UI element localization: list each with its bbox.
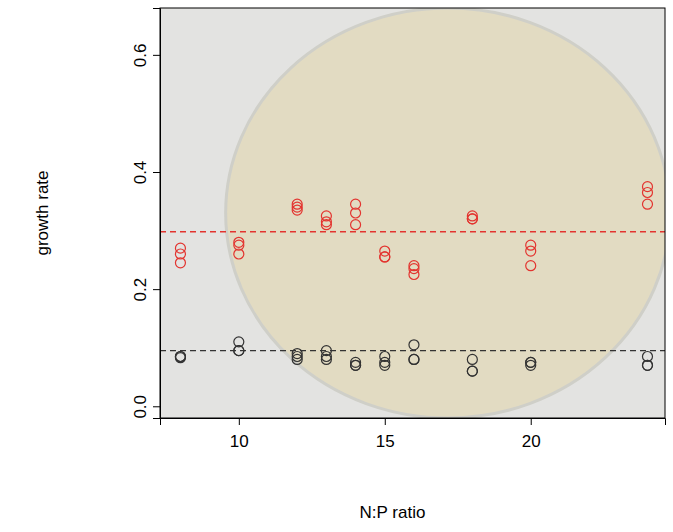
y-tick-label: 0.0 [131,395,150,419]
x-tick-label: 15 [376,432,395,451]
point [526,246,536,256]
x-tick: 20 [522,418,541,451]
y-axis-line [153,9,161,419]
y-tick-label: 0.2 [131,278,150,302]
point [351,360,361,370]
x-tick-mark [531,418,532,425]
point [642,182,652,192]
x-tick: 10 [230,418,249,451]
point [234,346,244,356]
x-tick-mark [239,418,240,425]
y-tick-label: 0.4 [131,161,150,185]
y-tick-label: 0.6 [131,44,150,68]
y-tick: 0.4 [131,161,160,185]
point [526,240,536,250]
x-axis-line [161,419,666,426]
point [409,340,419,350]
cell-image [226,8,665,418]
x-tick-label: 10 [230,432,249,451]
point [234,249,244,259]
plot: 10 15 20 0.0 0.2 0.4 0.6 [131,8,670,451]
point [409,270,419,280]
point [467,366,477,376]
point [526,360,536,370]
x-tick-mark [385,418,386,425]
point [351,208,361,218]
y-tick: 0.6 [131,44,160,68]
y-axis-title: growth rate [33,170,52,255]
point [409,354,419,364]
plot-frame [160,8,665,418]
y-axis: 0.0 0.2 0.4 0.6 [131,9,161,419]
point [467,214,477,224]
background [160,8,665,418]
point [409,264,419,274]
point [380,252,390,262]
point [467,366,477,376]
point [175,258,185,268]
y-tick-mark [153,172,160,173]
point [351,360,361,370]
point [467,214,477,224]
x-tick: 15 [376,418,395,451]
point [292,354,302,364]
y-tick-mark [153,289,160,290]
point [467,354,477,364]
point [526,261,536,271]
point [234,346,244,356]
chart: 10 15 20 0.0 0.2 0.4 0.6 N:P ratio growth rate [0,0,673,532]
point [409,354,419,364]
point [321,220,331,230]
x-axis: 10 15 20 [161,418,666,451]
point [642,199,652,209]
marks [160,182,665,377]
x-tick-label: 20 [522,432,541,451]
point [175,243,185,253]
point [175,353,185,363]
point [642,188,652,198]
point [380,252,390,262]
y-tick-mark [153,55,160,56]
point [642,360,652,370]
point [642,360,652,370]
x-axis-title: N:P ratio [360,503,426,522]
mean-line [160,231,665,232]
point [292,205,302,215]
point [380,360,390,370]
point [321,354,331,364]
y-tick: 0.0 [131,395,160,419]
point [380,246,390,256]
y-tick-mark [153,406,160,407]
y-tick: 0.2 [131,278,160,302]
point [351,220,361,230]
